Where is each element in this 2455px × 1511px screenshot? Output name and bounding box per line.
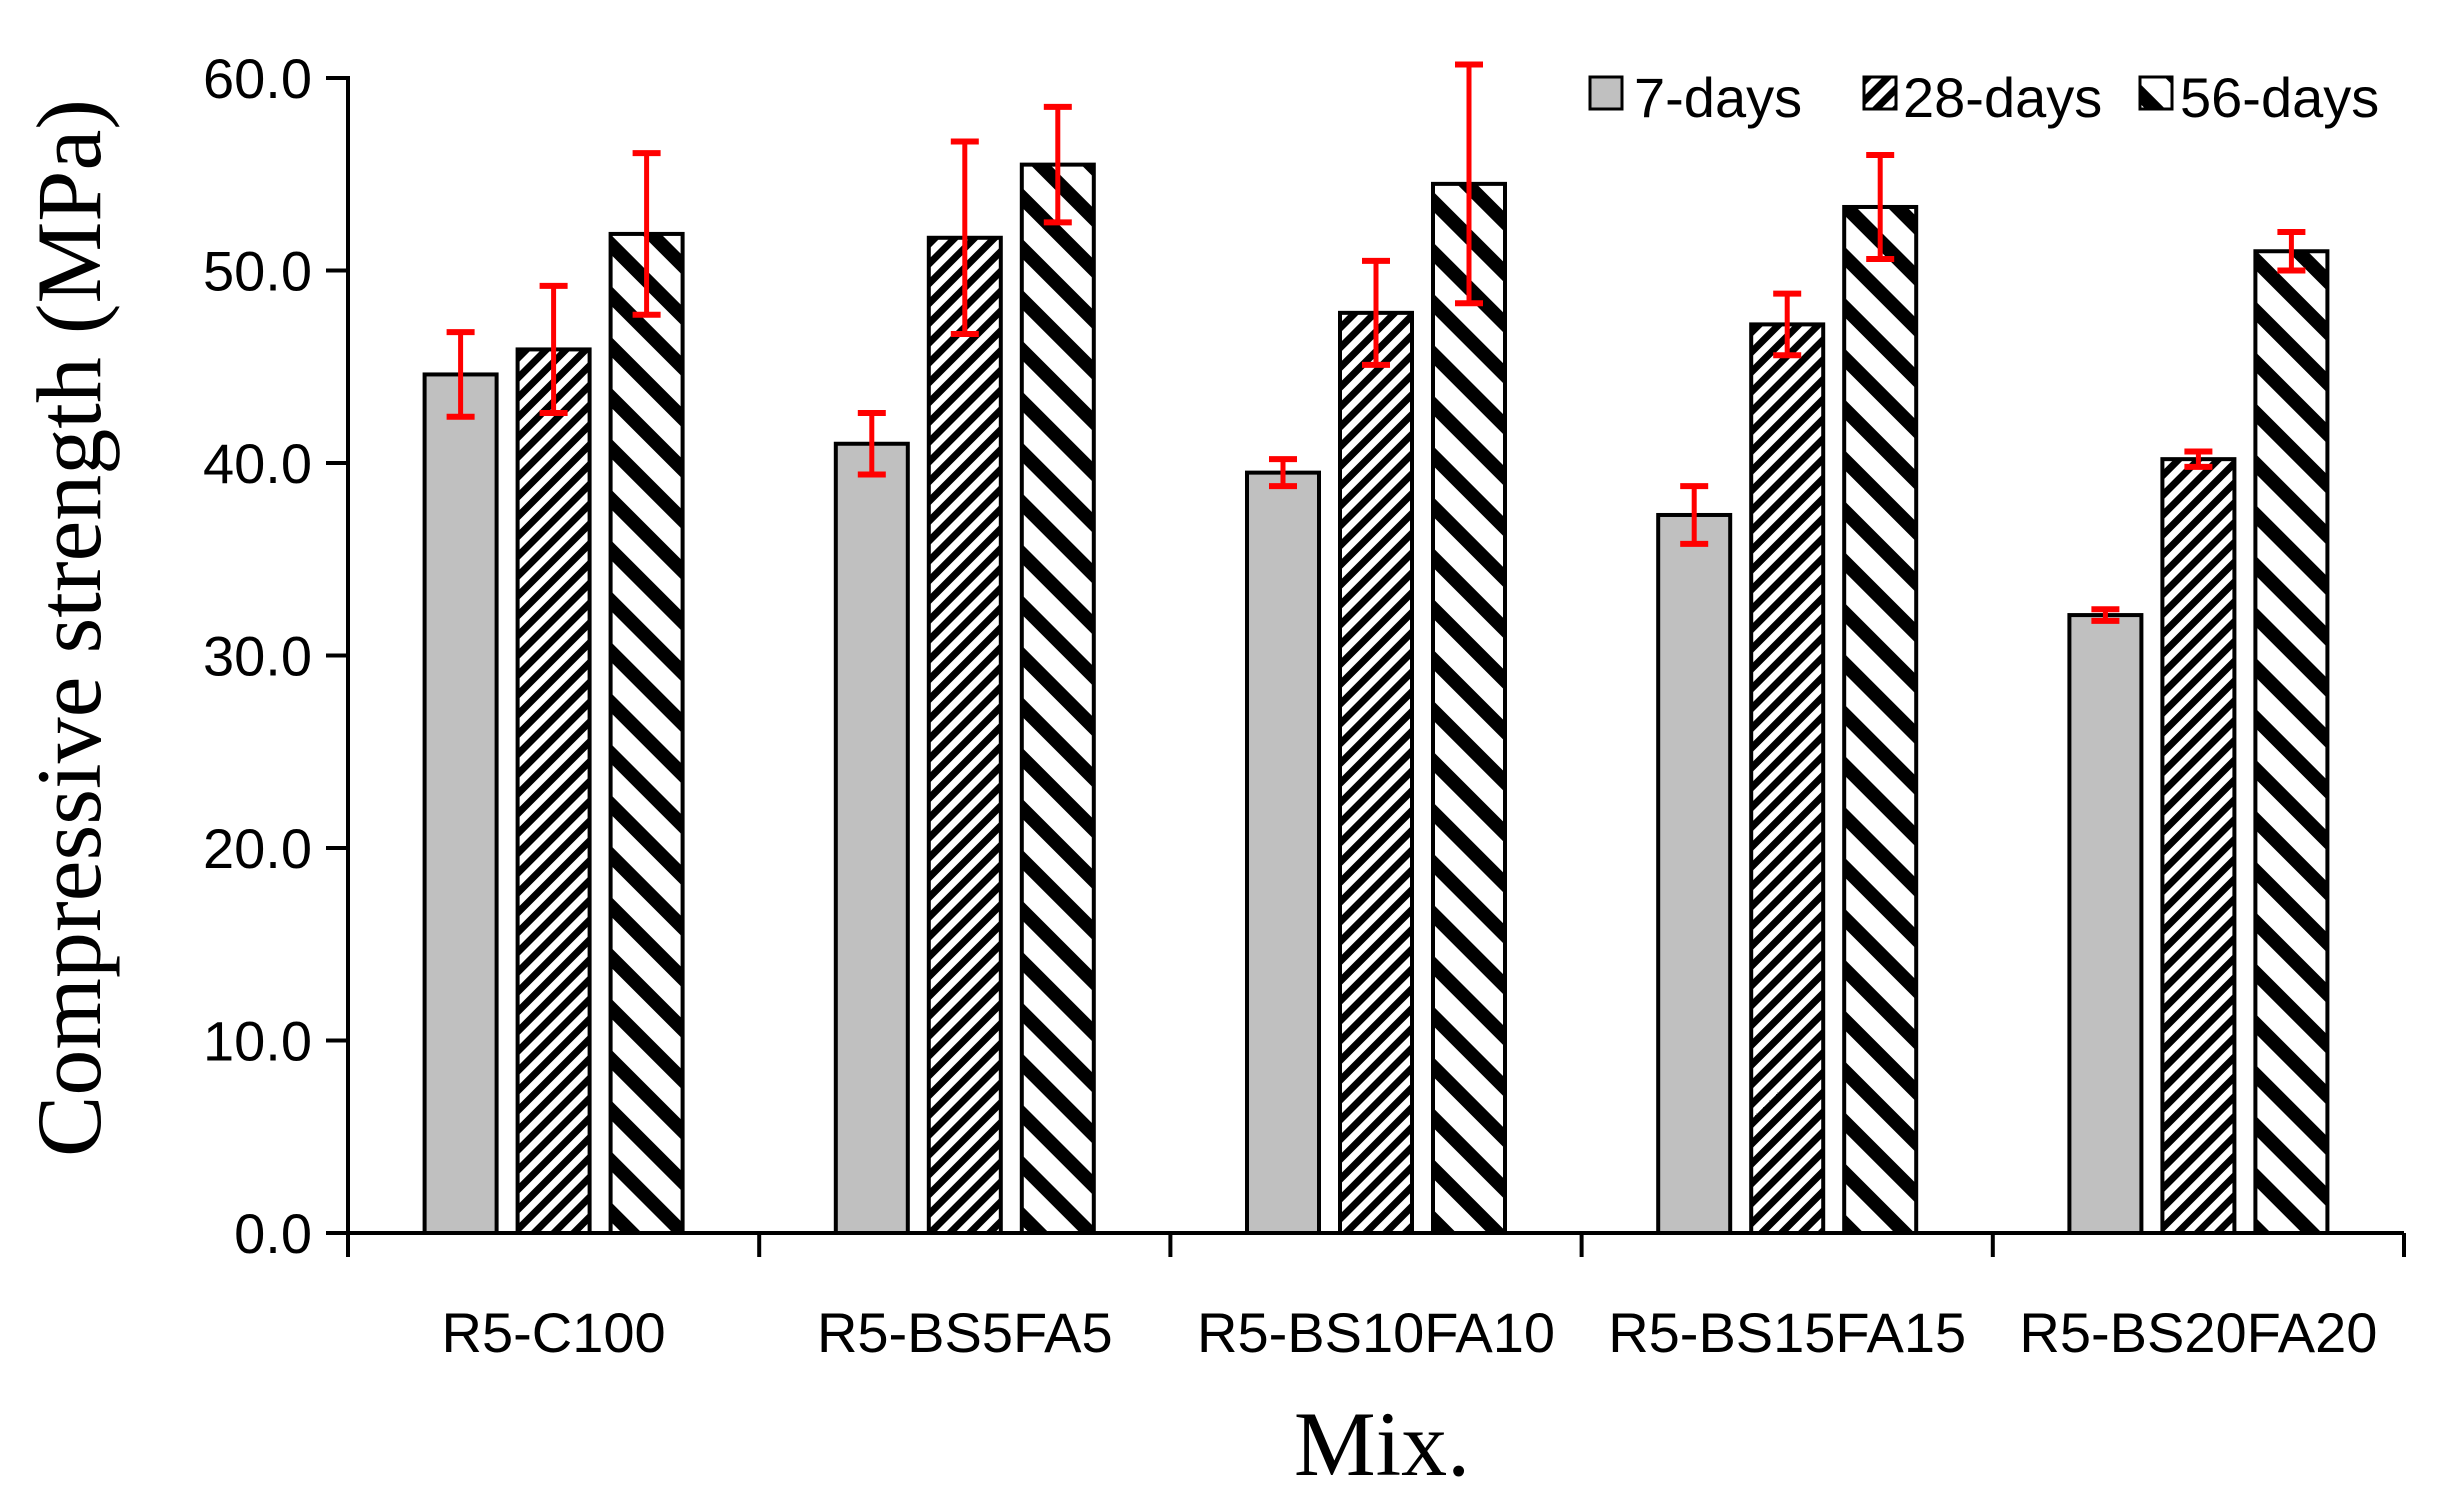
x-axis-title: Mix. (1294, 1393, 1470, 1495)
x-tick-label-R5-BS20FA20: R5-BS20FA20 (2019, 1301, 2377, 1364)
bar-28-days-R5-BS5FA5 (926, 235, 1003, 1235)
bar-7-days-R5-BS10FA10 (1245, 470, 1321, 1235)
y-tick-label-50.0: 50.0 (203, 240, 312, 303)
bar-56-days-R5-BS15FA15 (1842, 204, 1919, 1236)
bar-7-days-R5-C100 (422, 372, 499, 1235)
y-tick-label-60.0: 60.0 (203, 47, 312, 110)
bar-28-days-R5-BS10FA10 (1338, 310, 1414, 1236)
y-tick-label-20.0: 20.0 (203, 817, 312, 880)
bar-28-days-R5-BS15FA15 (1749, 322, 1826, 1235)
legend-swatch-28-days (1862, 75, 1898, 111)
y-tick-label-40.0: 40.0 (203, 432, 312, 495)
bar-28-days-R5-C100 (515, 347, 592, 1235)
legend-swatch-7-days (1588, 75, 1624, 111)
bar-56-days-R5-BS10FA10 (1431, 181, 1507, 1235)
legend-label-28-days: 28-days (1903, 66, 2102, 129)
y-tick-label-0.0: 0.0 (234, 1202, 312, 1265)
x-tick-label-R5-BS15FA15: R5-BS15FA15 (1608, 1301, 1966, 1364)
error-bars-layer (446, 61, 2306, 624)
x-tick-label-R5-BS10FA10: R5-BS10FA10 (1197, 1301, 1555, 1364)
y-tick-label-10.0: 10.0 (203, 1010, 312, 1073)
legend-label-56-days: 56-days (2180, 66, 2379, 129)
legend: 7-days 28-days 56-days (1588, 66, 2379, 129)
x-tick-label-R5-C100: R5-C100 (442, 1301, 666, 1364)
x-tick-label-R5-BS5FA5: R5-BS5FA5 (817, 1301, 1113, 1364)
legend-swatch-56-days (2138, 75, 2174, 111)
bar-56-days-R5-BS5FA5 (1019, 162, 1096, 1235)
bar-56-days-R5-C100 (608, 231, 685, 1236)
bar-7-days-R5-BS20FA20 (2067, 613, 2144, 1235)
y-tick-label-30.0: 30.0 (203, 625, 312, 688)
axes-layer: R5-C100 R5-BS5FA5 R5-BS10FA10 R5-BS15FA15 R5… (203, 47, 2406, 1364)
bar-56-days-R5-BS20FA20 (2253, 249, 2330, 1235)
bar-7-days-R5-BS15FA15 (1656, 512, 1733, 1235)
bar-7-days-R5-BS5FA5 (833, 441, 910, 1235)
y-axis-title: Compressive strength (MPa) (18, 99, 120, 1157)
legend-label-7-days: 7-days (1634, 66, 1802, 129)
bar-28-days-R5-BS20FA20 (2160, 457, 2237, 1235)
